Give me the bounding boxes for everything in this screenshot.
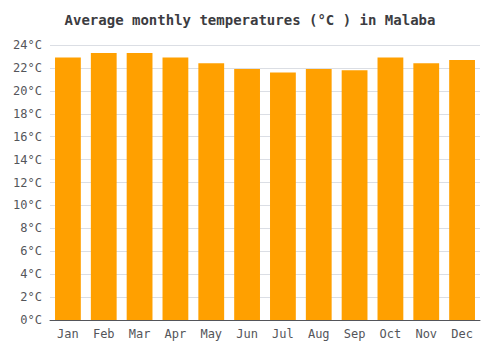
svg-text:12°C: 12°C [13,176,42,190]
svg-text:20°C: 20°C [13,84,42,98]
svg-text:Aug: Aug [308,327,330,341]
svg-text:18°C: 18°C [13,107,42,121]
svg-text:14°C: 14°C [13,153,42,167]
svg-text:10°C: 10°C [13,198,42,212]
svg-text:Jun: Jun [236,327,258,341]
svg-text:2°C: 2°C [20,290,42,304]
svg-text:May: May [200,327,222,341]
svg-text:4°C: 4°C [20,267,42,281]
svg-text:Jul: Jul [272,327,294,341]
svg-text:24°C: 24°C [13,38,42,52]
svg-text:0°C: 0°C [20,313,42,327]
svg-text:6°C: 6°C [20,244,42,258]
svg-text:Mar: Mar [129,327,151,341]
svg-text:16°C: 16°C [13,130,42,144]
svg-text:Sep: Sep [344,327,366,341]
svg-text:Dec: Dec [451,327,473,341]
svg-text:Average monthly temperatures (: Average monthly temperatures (°C ) in Ma… [65,12,436,28]
svg-text:Apr: Apr [165,327,187,341]
svg-text:Nov: Nov [415,327,437,341]
svg-text:22°C: 22°C [13,61,42,75]
svg-text:8°C: 8°C [20,221,42,235]
svg-text:Jan: Jan [57,327,79,341]
svg-text:Feb: Feb [93,327,115,341]
svg-text:Oct: Oct [380,327,402,341]
